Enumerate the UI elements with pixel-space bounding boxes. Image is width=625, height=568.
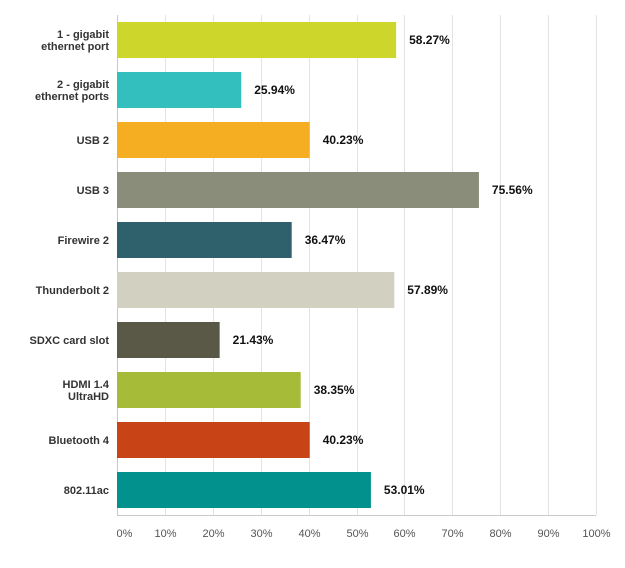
value-label: 75.56%: [492, 183, 533, 197]
value-label: 25.94%: [254, 83, 295, 97]
category-label: HDMI 1.4 UltraHD: [63, 379, 110, 403]
value-label: 36.47%: [305, 233, 346, 247]
bar: [117, 272, 394, 308]
bar: [117, 322, 220, 358]
category-label: 1 - gigabit ethernet port: [41, 29, 109, 53]
category-label: USB 3: [77, 185, 109, 197]
chart-container: 0% 10% 20% 30% 40% 50% 60% 70% 80% 90% 100% 1 - gig…: [0, 0, 625, 563]
category-label: USB 2: [77, 135, 109, 147]
category-label: Firewire 2: [58, 235, 109, 247]
x-tick-label: 50%: [346, 528, 368, 540]
x-tick-label: 10%: [154, 528, 176, 540]
bar: [117, 422, 310, 458]
value-label: 40.23%: [323, 133, 364, 147]
bar: [117, 372, 301, 408]
x-tick-label: 60%: [393, 528, 415, 540]
bar: [117, 222, 292, 258]
category-label: SDXC card slot: [30, 335, 110, 347]
x-tick-label: 70%: [441, 528, 463, 540]
x-tick-label: 100%: [582, 528, 610, 540]
x-tick-label: 40%: [298, 528, 320, 540]
value-label: 21.43%: [233, 333, 274, 347]
x-tick-label: 90%: [537, 528, 559, 540]
x-tick-label: 20%: [202, 528, 224, 540]
bar: [117, 72, 241, 108]
value-label: 40.23%: [323, 433, 364, 447]
category-label: Thunderbolt 2: [36, 285, 109, 297]
category-label: 2 - gigabit ethernet ports: [35, 79, 109, 103]
bar: [117, 472, 371, 508]
bars: [117, 22, 479, 508]
bar: [117, 172, 479, 208]
x-tick-label: 0%: [117, 528, 133, 540]
bar-chart: 0% 10% 20% 30% 40% 50% 60% 70% 80% 90% 100% 1 - gig…: [0, 0, 625, 563]
bar: [117, 122, 310, 158]
category-label: Bluetooth 4: [49, 435, 110, 447]
x-tick-label: 80%: [489, 528, 511, 540]
value-label: 57.89%: [407, 283, 448, 297]
bar: [117, 22, 396, 58]
value-label: 38.35%: [314, 383, 355, 397]
value-label: 58.27%: [409, 33, 450, 47]
x-tick-label: 30%: [250, 528, 272, 540]
value-label: 53.01%: [384, 483, 425, 497]
category-label: 802.11ac: [64, 485, 109, 497]
